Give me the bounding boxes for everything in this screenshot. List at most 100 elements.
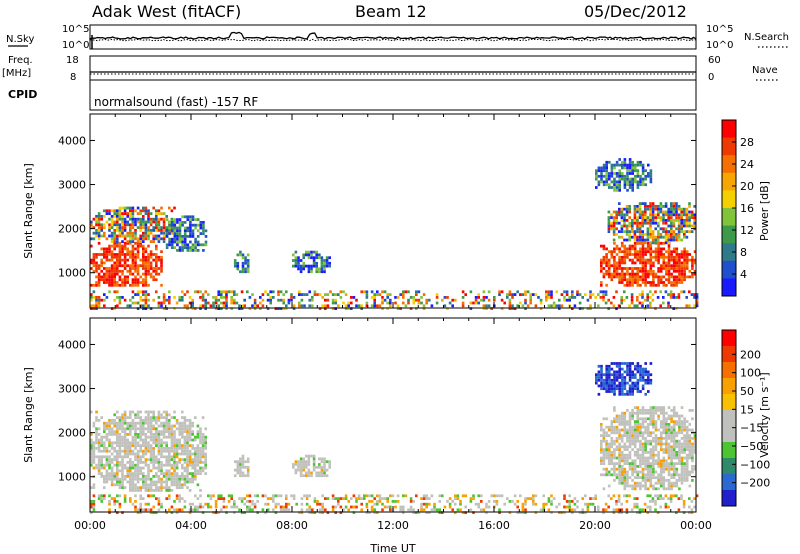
power-cell (134, 220, 137, 224)
power-cell (657, 205, 660, 208)
power-cell (644, 247, 647, 251)
velocity-cell (157, 416, 161, 419)
velocity-cell (454, 494, 457, 498)
freq-right-top-label: 60 (708, 55, 721, 66)
velocity-cell (108, 463, 111, 467)
velocity-cell (186, 427, 189, 431)
power-cell (618, 261, 621, 265)
velocity-cell (136, 435, 140, 439)
power-cell (328, 261, 331, 265)
velocity-cell (160, 477, 163, 481)
power-cell (110, 255, 114, 259)
velocity-cell (433, 502, 436, 506)
velocity-cell (246, 457, 250, 461)
velocity-cell (480, 500, 483, 503)
velocity-cell (584, 502, 587, 506)
velocity-cell (160, 502, 163, 506)
velocity-cell (693, 439, 697, 443)
velocity-cell (608, 364, 611, 368)
velocity-cell (610, 431, 614, 435)
velocity-cell (456, 508, 460, 512)
velocity-cell (196, 505, 200, 509)
power-cell (339, 296, 343, 299)
power-cell (683, 247, 686, 251)
power-cell (415, 290, 418, 294)
power-cell (690, 213, 694, 217)
power-cell (251, 293, 254, 296)
velocity-cell (162, 455, 166, 459)
power-cell (600, 258, 603, 262)
velocity-cell (618, 481, 621, 485)
velocity-cell (631, 381, 634, 385)
velocity-cell (173, 477, 176, 481)
velocity-cell (613, 428, 616, 432)
power-cell (620, 224, 624, 228)
velocity-cell (613, 392, 616, 396)
power-cell (636, 278, 640, 282)
velocity-cell (131, 472, 135, 475)
power-cell (607, 219, 611, 222)
velocity-cell (248, 494, 252, 498)
velocity-cell (108, 477, 111, 481)
power-cell (136, 212, 140, 215)
velocity-cell (647, 378, 650, 382)
power-cell (123, 298, 127, 302)
power-cell (144, 278, 148, 282)
power-cell (337, 304, 340, 308)
velocity-cell (597, 370, 601, 374)
power-cell (134, 253, 137, 256)
velocity-cell (641, 442, 645, 446)
power-cell (134, 223, 137, 227)
power-cell (665, 278, 668, 282)
velocity-cell (381, 508, 384, 512)
velocity-cell (644, 437, 647, 440)
power-cell (600, 174, 603, 178)
power-cell (659, 219, 663, 222)
power-cell (688, 269, 692, 273)
power-cell (334, 307, 337, 310)
power-cell (269, 301, 272, 305)
power-cell (641, 281, 645, 284)
velocity-cell (672, 428, 676, 432)
velocity-cell (605, 390, 608, 393)
velocity-cell (118, 449, 122, 453)
freq-left-top-label: 18 (66, 55, 79, 66)
velocity-cell (92, 458, 96, 461)
power-cell (626, 180, 629, 184)
power-cell (142, 283, 145, 287)
power-cell (602, 272, 606, 276)
power-cell (633, 241, 637, 245)
power-cell (670, 219, 673, 222)
velocity-cell (576, 505, 579, 509)
power-cell (259, 307, 262, 310)
velocity-cell (615, 448, 619, 451)
velocity-cell (654, 448, 658, 451)
power-cell (116, 281, 119, 284)
power-cell (360, 304, 363, 308)
power-cell (651, 298, 655, 302)
velocity-cell (149, 438, 153, 442)
velocity-cell (644, 481, 647, 485)
velocity-cell (305, 465, 308, 469)
power-cell (639, 163, 642, 167)
power-cell (600, 180, 603, 184)
power-cell (113, 229, 116, 232)
velocity-cell (412, 508, 415, 512)
power-cell (657, 278, 660, 282)
velocity-cell (620, 414, 624, 418)
velocity-cell (430, 508, 434, 512)
power-cell (241, 256, 245, 260)
velocity-cell (586, 502, 590, 506)
velocity-cell (620, 453, 624, 457)
power-cell (652, 255, 655, 259)
velocity-cell (691, 448, 694, 451)
velocity-cell (103, 424, 106, 428)
velocity-cell (659, 431, 663, 435)
power-cell (310, 267, 313, 271)
velocity-cell (526, 497, 530, 500)
velocity-cell (129, 441, 132, 445)
velocity-cell (173, 469, 176, 473)
velocity-cell (123, 438, 127, 442)
power-cell (568, 298, 571, 302)
power-cell (636, 269, 640, 273)
